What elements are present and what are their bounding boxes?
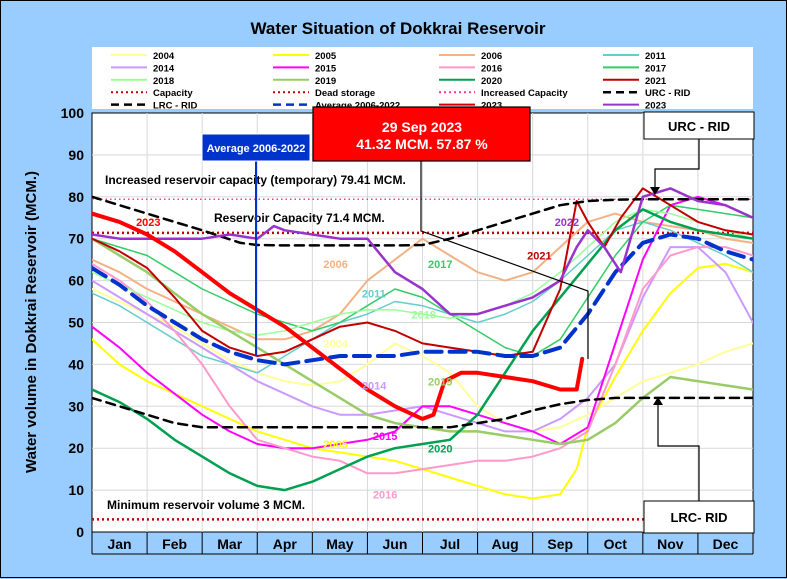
legend-label: 2014 [153,63,175,74]
series-label: 2016 [373,489,397,501]
legend-label: 2020 [481,76,502,87]
x-tick-label: Jul [440,536,460,552]
series-label: 2023 [136,217,160,229]
x-tick-label: Dec [713,536,739,552]
series-line-lrc-rid [92,396,753,429]
legend-label: 2021 [645,76,667,87]
average-callout-text: Average 2006-2022 [207,143,306,155]
series-label: 2021 [527,251,551,263]
y-tick-label: 100 [61,105,85,121]
urc-callout-box [643,111,755,140]
series-label: 2014 [362,381,387,393]
x-tick-label: Aug [492,536,519,552]
lrc-callout-line [657,403,700,501]
legend-label: Dead storage [315,88,375,99]
x-tick-label: Mar [217,536,242,552]
series-line-2023 [92,211,585,421]
current-date: 29 Sep 2023 [382,119,462,135]
reference-lines [92,198,753,521]
x-tick-label: Jun [383,536,408,552]
current-value: 41.32 MCM. 57.87 % [356,136,488,152]
legend-label: 2023 [481,101,502,112]
series-label: 2011 [362,288,386,300]
legend-label: 2018 [153,76,174,87]
x-tick-label: Nov [657,536,684,552]
chart-title: Water Situation of Dokkrai Reservoir [250,19,545,38]
x-tick-label: Apr [273,536,298,552]
series-line-2004 [92,288,753,433]
legend-label: 2019 [315,76,336,87]
series-line-2020 [92,208,753,492]
legend-label: 2016 [481,63,502,74]
series-label: 2006 [323,259,347,271]
urc-callout-line [654,139,700,191]
series-line-2017 [92,204,753,357]
y-tick-label: 20 [68,440,84,456]
legend-label: URC - RID [645,88,691,99]
y-tick-label: 0 [76,524,84,540]
legend-label: 2023 [645,101,666,112]
urc-callout-text: URC - RID [668,119,730,134]
average-callout-box [201,133,311,162]
series-label: 2004 [323,339,348,351]
urc-arrow-icon [650,187,660,195]
x-tick-label: May [326,536,353,552]
current-callout-box [312,106,531,162]
series-line-2016 [92,246,753,475]
y-tick-label: 10 [68,482,84,498]
legend-label: 2005 [315,51,337,62]
y-tick-label: 90 [68,147,84,163]
series-label: 2015 [373,431,397,443]
y-tick-label: 50 [68,315,84,331]
legend-panel [92,47,753,109]
x-axis: Jan Feb Mar Apr May Jun Jul Aug Sep Oct Nov Dec [91,532,754,555]
legend-label: 2004 [153,51,175,62]
series-line-urc-rid [92,195,753,247]
legend-label: LRC - RID [153,101,197,112]
x-tick-label: Sep [547,536,573,552]
legend-label: 2006 [481,51,502,62]
y-tick-label: 40 [68,356,84,372]
series-label: 2018 [411,309,435,321]
series-label: 2020 [428,443,452,455]
series-line-2022 [92,187,753,316]
x-tick-label: Jan [107,536,131,552]
series-line-2015 [92,195,753,450]
y-tick-label: 60 [68,273,84,289]
y-tick-label: 30 [68,398,84,414]
series-line-average-2006-2022 [92,232,753,367]
y-tick-label: 70 [68,231,84,247]
y-tick-label: 80 [68,189,84,205]
legend-label: Average 2006-2022 [315,101,400,112]
legend-label: 2011 [645,51,666,62]
legend-label: Capacity [153,88,193,99]
legend-label: Increased Capacity [481,88,568,99]
x-tick-label: Feb [162,536,187,552]
lrc-callout-text: LRC- RID [670,510,727,525]
y-axis: 0 10 20 30 40 50 60 70 80 90 100 [61,105,85,540]
series-label: 2019 [428,376,452,388]
series-label: 2022 [555,217,579,229]
legend: 2004 2005 2006 2011 2014 2015 2016 2017 2018 2019… [111,51,691,112]
series-label: 2017 [428,259,452,271]
y-axis-label: Water volume in Dokkrai Reservoir (MCM.) [23,171,40,473]
legend-label: 2017 [645,63,666,74]
minimum-annotation: Minimum reservoir volume 3 MCM. [107,498,305,512]
series-label: 2005 [323,439,347,451]
series-group [92,187,753,500]
lrc-arrow-icon [653,397,663,405]
series-labels: 2004 2005 2006 2011 2014 2015 2016 2017 2018 2019… [136,217,579,501]
x-tick-label: Oct [604,536,628,552]
series-line-2005 [92,262,753,500]
current-callout-line [420,159,589,359]
capacity-annotation: Reservoir Capacity 71.4 MCM. [214,211,385,225]
legend-label: 2015 [315,63,337,74]
